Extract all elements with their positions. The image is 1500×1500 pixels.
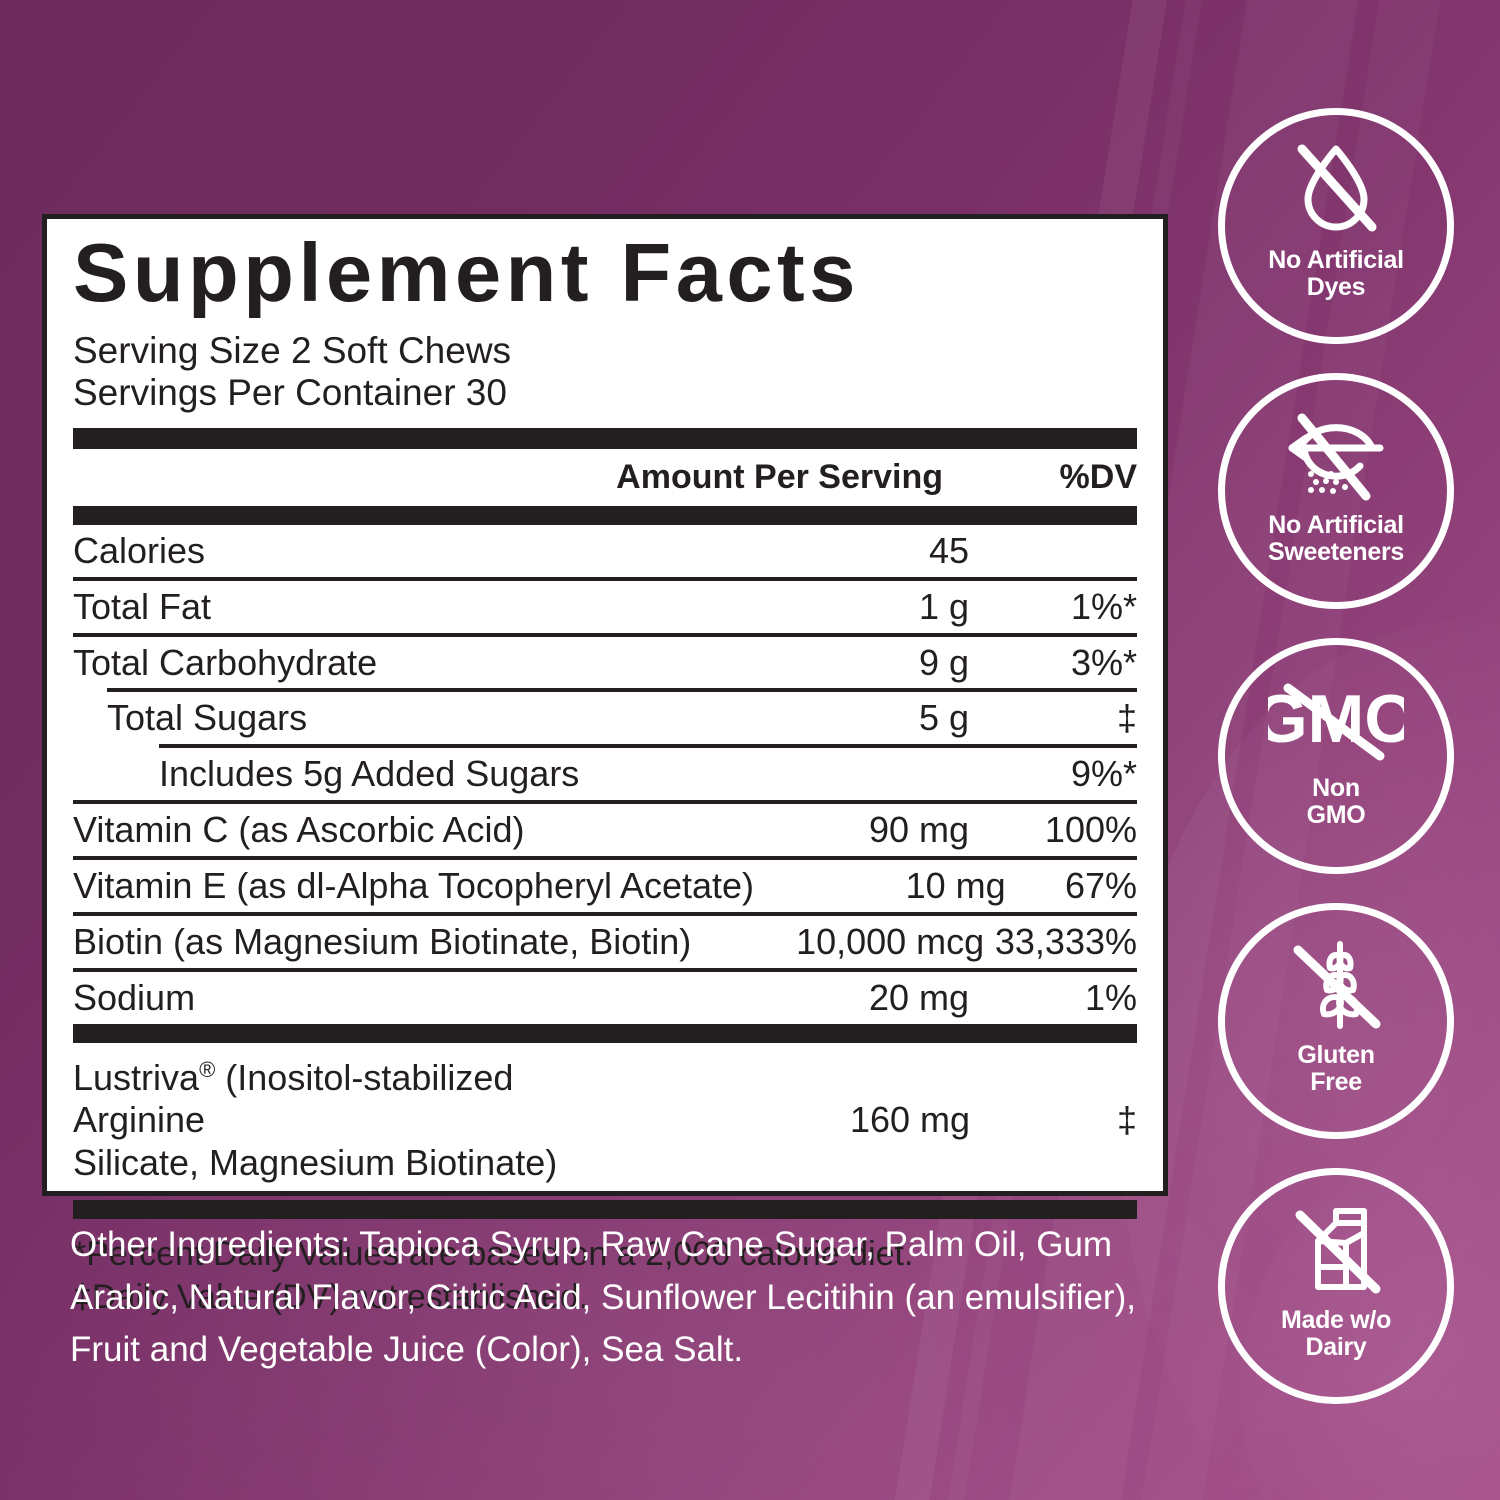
row-divider	[107, 688, 1137, 693]
badge-non-gmo[interactable]: GMO Non GMO	[1218, 638, 1454, 874]
no-dairy-carton-icon	[1284, 1197, 1388, 1301]
nutrient-name: Includes 5g Added Sugars	[159, 753, 580, 795]
table-row: Total Carbohydrate 9 g 3%*	[73, 637, 1137, 689]
table-row: Total Fat 1 g 1%*	[73, 581, 1137, 633]
blend-dv: ‡	[1116, 1099, 1138, 1141]
blend-row: Lustriva® (Inositol-stabilized Arginine …	[73, 1043, 1137, 1200]
nutrient-amount: 20 mg	[868, 976, 969, 1018]
supplement-facts-panel: Supplement Facts Serving Size 2 Soft Che…	[42, 214, 1168, 1316]
row-divider	[73, 967, 1137, 972]
table-row: Calories 45	[73, 525, 1137, 577]
nutrient-name: Total Sugars	[107, 697, 308, 739]
serving-size-text: Serving Size 2 Soft Chews	[73, 329, 512, 371]
badge-caption: No Artificial Dyes	[1268, 246, 1404, 301]
nutrient-amount: 10 mg	[905, 865, 1006, 906]
no-sweetener-scoop-icon	[1280, 402, 1392, 506]
row-divider	[73, 800, 1137, 805]
footnote-dv-not-established: ‡Daily Value (DV) not established.	[73, 1278, 589, 1317]
badge-caption: Gluten Free	[1297, 1041, 1375, 1096]
nutrient-name: Vitamin E (as dl-Alpha Tocopheryl Acetat…	[73, 865, 755, 906]
table-top-bar	[73, 505, 1137, 525]
supplement-facts-title: Supplement Facts	[73, 226, 860, 319]
nutrient-dv: 33,333%	[994, 920, 1137, 962]
table-row: Vitamin C (as Ascorbic Acid) 90 mg 100%	[73, 804, 1137, 856]
badge-caption: No Artificial Sweeteners	[1268, 511, 1404, 566]
column-headers: Amount Per Serving %DV	[73, 449, 1137, 506]
nutrient-dv: 3%*	[1070, 641, 1137, 683]
header-divider-bar	[73, 427, 1137, 449]
badge-no-artificial-sweeteners[interactable]: No Artificial Sweeteners	[1218, 373, 1454, 609]
nutrient-name: Sodium	[73, 976, 196, 1018]
row-divider	[73, 632, 1137, 637]
no-gluten-wheat-icon	[1284, 932, 1388, 1036]
nutrient-amount: 9 g	[918, 641, 969, 683]
footnote-divider-bar	[73, 1200, 1137, 1220]
table-row: Biotin (as Magnesium Biotinate, Biotin) 1…	[73, 916, 1137, 968]
badge-caption: Made w/o Dairy	[1280, 1306, 1392, 1361]
nutrient-dv: 9%*	[1070, 753, 1137, 795]
nutrient-amount: 90 mg	[868, 809, 969, 851]
amount-per-serving-header: Amount Per Serving	[616, 457, 943, 496]
badge-caption: Non GMO	[1306, 774, 1366, 829]
non-gmo-icon: GMO	[1268, 671, 1404, 769]
blend-name-line1-rest: (Inositol-stabilized Arginine	[73, 1056, 514, 1141]
nutrient-dv: 67%	[1064, 865, 1137, 906]
footnotes: *Percent Daily Values are based on a 2,0…	[73, 1219, 1137, 1319]
nutrient-rows: Calories 45 Total Fat 1 g 1%* Total Carbohydr…	[73, 525, 1137, 1024]
nutrient-amount: 1 g	[918, 585, 969, 627]
badge-made-without-dairy[interactable]: Made w/o Dairy	[1218, 1168, 1454, 1404]
nutrient-name: Total Carbohydrate	[73, 641, 378, 683]
no-dye-droplet-icon	[1284, 137, 1388, 241]
nutrient-name: Total Fat	[73, 585, 212, 627]
row-divider	[159, 744, 1137, 749]
badge-no-artificial-dyes[interactable]: No Artificial Dyes	[1218, 108, 1454, 344]
badge-gluten-free[interactable]: Gluten Free	[1218, 903, 1454, 1139]
percent-dv-header: %DV	[1059, 457, 1137, 496]
nutrient-name: Biotin (as Magnesium Biotinate, Biotin)	[73, 920, 692, 962]
nutrient-amount: 10,000 mcg	[796, 920, 985, 962]
nutrient-dv: 1%*	[1070, 585, 1137, 627]
nutrient-dv: 100%	[1044, 809, 1137, 851]
blend-name-line1: Lustriva	[73, 1056, 200, 1098]
other-ingredients-text: Other Ingredients: Tapioca Syrup, Raw Ca…	[70, 1225, 1136, 1369]
row-divider	[73, 576, 1137, 581]
table-row: Total Sugars 5 g ‡	[73, 692, 1137, 744]
row-divider	[73, 911, 1137, 916]
blend-name-line2: Silicate, Magnesium Biotinate)	[73, 1141, 558, 1183]
nutrient-dv: 1%	[1084, 976, 1137, 1018]
nutrient-name: Vitamin C (as Ascorbic Acid)	[73, 809, 525, 851]
nutrient-amount: 45	[928, 529, 969, 571]
blend-amount: 160 mg	[849, 1099, 971, 1141]
nutrient-dv: ‡	[1116, 697, 1137, 739]
blend-top-bar	[73, 1023, 1137, 1043]
nutrient-name: Calories	[73, 529, 206, 571]
table-row: Vitamin E (as dl-Alpha Tocopheryl Acetat…	[73, 860, 1137, 912]
table-row: Sodium 20 mg 1%	[73, 972, 1137, 1024]
nutrient-amount: 5 g	[918, 697, 969, 739]
footnote-percent-dv: *Percent Daily Values are based on a 2,0…	[73, 1235, 914, 1274]
table-row: Includes 5g Added Sugars 9%*	[73, 748, 1137, 800]
blend-name: Lustriva® (Inositol-stabilized Arginine …	[73, 1057, 650, 1184]
row-divider	[73, 856, 1137, 860]
registered-trademark-mark: ®	[199, 1056, 216, 1082]
servings-per-container-text: Servings Per Container 30	[73, 372, 507, 414]
